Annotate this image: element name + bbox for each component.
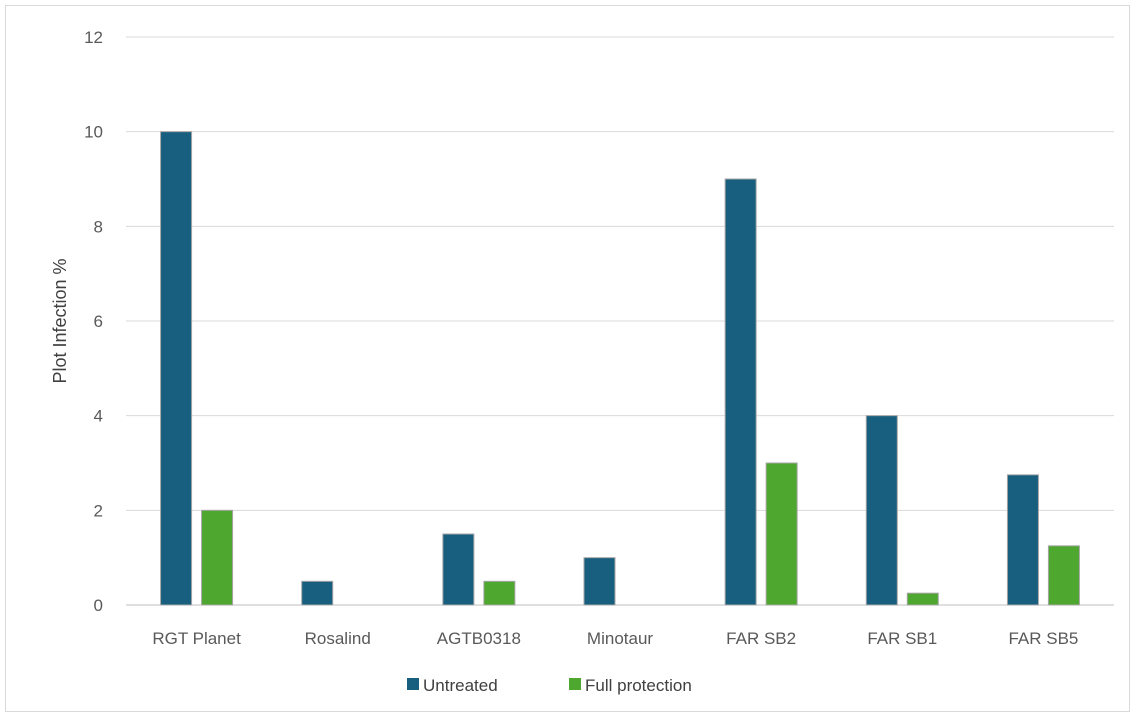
chart-frame: [5, 5, 1130, 712]
legend: Untreated Full protection: [407, 676, 692, 695]
legend-label: Full protection: [585, 676, 692, 695]
x-tick-label: FAR SB2: [726, 629, 796, 648]
x-tick-label: FAR SB5: [1008, 629, 1078, 648]
bar: [201, 509, 234, 606]
bar: [765, 462, 798, 606]
y-axis-title: Plot Infection %: [50, 258, 70, 383]
x-axis-ticks: RGT Planet Rosalind AGTB0318 Minotaur FAR SB…: [152, 629, 1078, 648]
bar: [865, 415, 898, 606]
bar: [724, 178, 757, 606]
x-tick-label: RGT Planet: [152, 629, 241, 648]
gridlines: [126, 36, 1114, 606]
y-tick-label: 0: [94, 596, 103, 615]
bar: [583, 557, 616, 606]
bar: [483, 580, 516, 606]
x-tick-label: Minotaur: [587, 629, 653, 648]
bar: [906, 592, 939, 606]
y-tick-label: 2: [94, 501, 103, 520]
bar: [1006, 474, 1039, 606]
y-tick-label: 8: [94, 217, 103, 236]
y-tick-label: 10: [84, 123, 103, 142]
bar: [301, 580, 334, 606]
bars: [160, 131, 1080, 606]
bar: [160, 131, 193, 606]
bar: [442, 533, 475, 606]
legend-swatch: [569, 678, 581, 690]
y-tick-label: 12: [84, 28, 103, 47]
y-tick-label: 6: [94, 312, 103, 331]
x-tick-label: AGTB0318: [437, 629, 521, 648]
y-axis-ticks: 0 2 4 6 8 10 12: [84, 28, 103, 615]
bar: [1047, 545, 1080, 606]
y-tick-label: 4: [94, 407, 103, 426]
x-tick-label: Rosalind: [305, 629, 371, 648]
x-tick-label: FAR SB1: [867, 629, 937, 648]
legend-label: Untreated: [423, 676, 498, 695]
legend-swatch: [407, 678, 419, 690]
